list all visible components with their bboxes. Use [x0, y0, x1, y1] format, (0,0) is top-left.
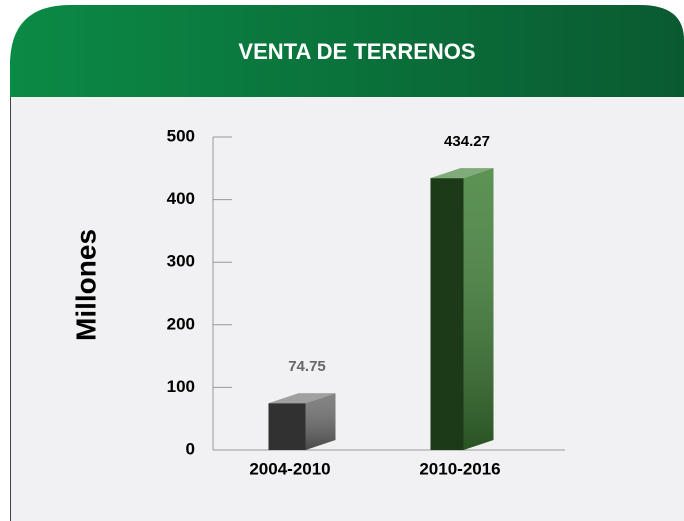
- x-tick-label: 2004-2010: [249, 459, 330, 478]
- header: [10, 5, 684, 97]
- bar-top: [268, 393, 336, 404]
- y-axis-label: Millones: [70, 229, 101, 341]
- y-tick-label: 500: [167, 126, 195, 145]
- bar-top-light: [430, 168, 494, 179]
- bar-top: [430, 168, 494, 179]
- value-label: 74.75: [288, 358, 326, 375]
- panel: [10, 95, 684, 521]
- chart-title: VENTA DE TERRENOS: [238, 39, 475, 64]
- bar-front-shade: [430, 178, 464, 450]
- value-label: 434.27: [444, 133, 490, 150]
- bar-front-shade: [268, 403, 306, 450]
- bar-side-shade: [463, 168, 494, 450]
- bar-top-light: [268, 393, 336, 404]
- bar-side-shade: [305, 393, 336, 450]
- bar: [268, 393, 336, 450]
- y-tick-label: 0: [186, 439, 195, 458]
- x-tick-label: 2010-2016: [419, 459, 500, 478]
- y-tick-label: 300: [167, 252, 195, 271]
- y-tick-label: 400: [167, 189, 195, 208]
- bar: [430, 168, 494, 450]
- y-tick-label: 200: [167, 314, 195, 333]
- y-tick-label: 100: [167, 377, 195, 396]
